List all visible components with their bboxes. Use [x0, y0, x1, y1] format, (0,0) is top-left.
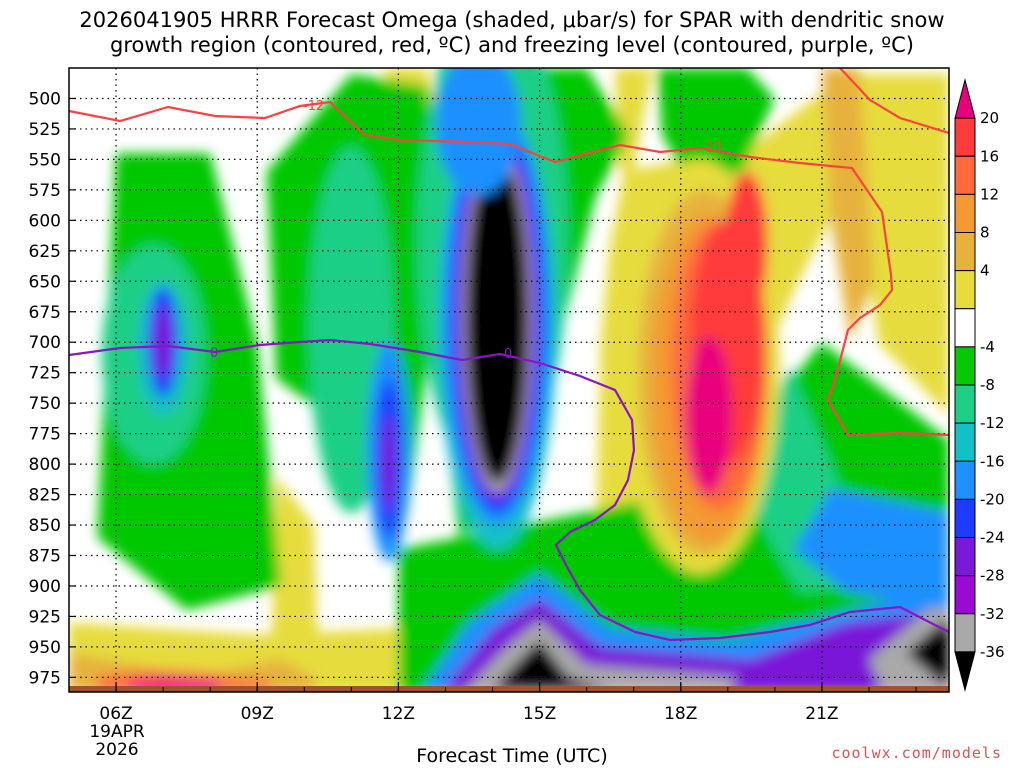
date-label-day: 19APR	[89, 722, 145, 742]
contour-label-freezing-mid: 0	[504, 347, 512, 362]
colorbar-label: 12	[980, 185, 999, 203]
shade-yellow-lowcol	[271, 476, 319, 666]
x-tick-label: 12Z	[382, 704, 415, 724]
y-tick-label: 975	[29, 668, 61, 688]
y-tick-label: 700	[29, 333, 61, 353]
chart-title: 2026041905 HRRR Forecast Omega (shaded, …	[0, 8, 1024, 58]
colorbar-swatch	[954, 498, 976, 538]
colorbar-swatch	[954, 232, 976, 272]
colorbar-swatch	[954, 537, 976, 577]
y-axis: 500 525 550 575 600 625 650 675 700 725 750 775 800 8…	[29, 89, 76, 688]
y-tick-label: 600	[29, 211, 61, 231]
colorbar-swatch	[954, 117, 976, 157]
colorbar-swatch	[954, 384, 976, 424]
shade-black-lower	[492, 640, 611, 690]
x-tick-label: 06Z	[99, 704, 132, 724]
shade-green-topright	[657, 68, 775, 184]
grid	[69, 68, 949, 692]
shade-blue-top	[436, 68, 521, 196]
colorbar-label: -12	[980, 414, 1005, 432]
y-tick-label: 775	[29, 425, 61, 445]
colorbar-swatch	[954, 193, 976, 233]
y-tick-label: 625	[29, 242, 61, 262]
y-tick-label: 575	[29, 181, 61, 201]
contour-label-dgz-upper-text: -12	[303, 99, 324, 114]
colorbar-swatch	[954, 651, 976, 692]
colorbar-swatch	[954, 460, 976, 500]
colorbar-swatch	[954, 422, 976, 462]
colorbar-swatch	[954, 346, 976, 386]
y-tick-label: 675	[29, 303, 61, 323]
colorbar-label: 4	[980, 262, 990, 280]
shade-black-core	[466, 153, 528, 483]
colorbar-swatch	[954, 78, 976, 119]
shade-magenta-lift	[685, 336, 733, 495]
y-tick-label: 525	[29, 120, 61, 140]
y-tick-label: 925	[29, 607, 61, 627]
shade-black-right	[906, 616, 949, 690]
colorbar-label: -4	[980, 338, 995, 356]
y-tick-label: 900	[29, 577, 61, 597]
colorbar-label: -8	[980, 376, 995, 394]
x-axis-title: Forecast Time (UTC)	[416, 745, 608, 767]
colorbar-label: -36	[980, 643, 1005, 661]
y-tick-label: 550	[29, 150, 61, 170]
dgz-contour-upper	[69, 100, 949, 437]
colorbar-label: -32	[980, 605, 1005, 623]
colorbar-label: -20	[980, 490, 1005, 508]
contour-label-dgz-right-text: -12	[701, 141, 722, 156]
y-tick-label: 875	[29, 547, 61, 567]
colorbar-label: -16	[980, 452, 1005, 470]
y-tick-label: 950	[29, 638, 61, 658]
x-tick-label: 21Z	[805, 704, 838, 724]
colorbar-label: -24	[980, 529, 1005, 547]
contours: -12 -12 0 0	[69, 68, 949, 642]
x-tick-label: 09Z	[241, 704, 274, 724]
shade-blue-lowright	[793, 488, 949, 611]
x-tick-label: 18Z	[664, 704, 697, 724]
y-tick-label: 750	[29, 394, 61, 414]
y-tick-label: 800	[29, 455, 61, 475]
y-tick-label: 500	[29, 89, 61, 109]
freezing-level-contour	[69, 338, 949, 642]
y-tick-label: 825	[29, 486, 61, 506]
colorbar-label: 20	[980, 109, 999, 127]
contour-label-dgz-upper: -12	[303, 99, 324, 114]
colorbar-swatch	[954, 308, 976, 348]
plot-frame	[68, 67, 950, 693]
colorbar-swatch	[954, 155, 976, 195]
date-label-year: 2026	[95, 740, 138, 760]
y-tick-label: 725	[29, 364, 61, 384]
y-tick-label: 650	[29, 272, 61, 292]
colorbar-swatch	[954, 270, 976, 310]
ground-strip	[69, 686, 949, 692]
colorbar-label: 8	[980, 224, 990, 242]
dgz-contour-right	[839, 68, 949, 135]
x-axis: 06Z 09Z 12Z 15Z 18Z 21Z	[68, 682, 917, 724]
x-tick-label: 15Z	[523, 704, 556, 724]
chart-title-line1: 2026041905 HRRR Forecast Omega (shaded, …	[79, 8, 945, 32]
shade-red-lift-top	[725, 171, 768, 318]
chart-title-line2: growth region (contoured, red, ºC) and f…	[110, 33, 914, 57]
colorbar-label: 16	[980, 147, 999, 165]
y-tick-label: 850	[29, 516, 61, 536]
colorbar-swatch	[954, 575, 976, 615]
colorbar-label: -28	[980, 567, 1005, 585]
shade-orange-topright	[821, 68, 874, 343]
colorbar-swatch	[954, 613, 976, 653]
colorbar: 20 16 12 8 4 -4 -8 -12 -16 -20 -24 -28 -32 -36	[954, 78, 1005, 692]
contour-label-freezing-left: 0	[210, 346, 218, 361]
credit-text: coolwx.com/models	[831, 744, 1002, 762]
